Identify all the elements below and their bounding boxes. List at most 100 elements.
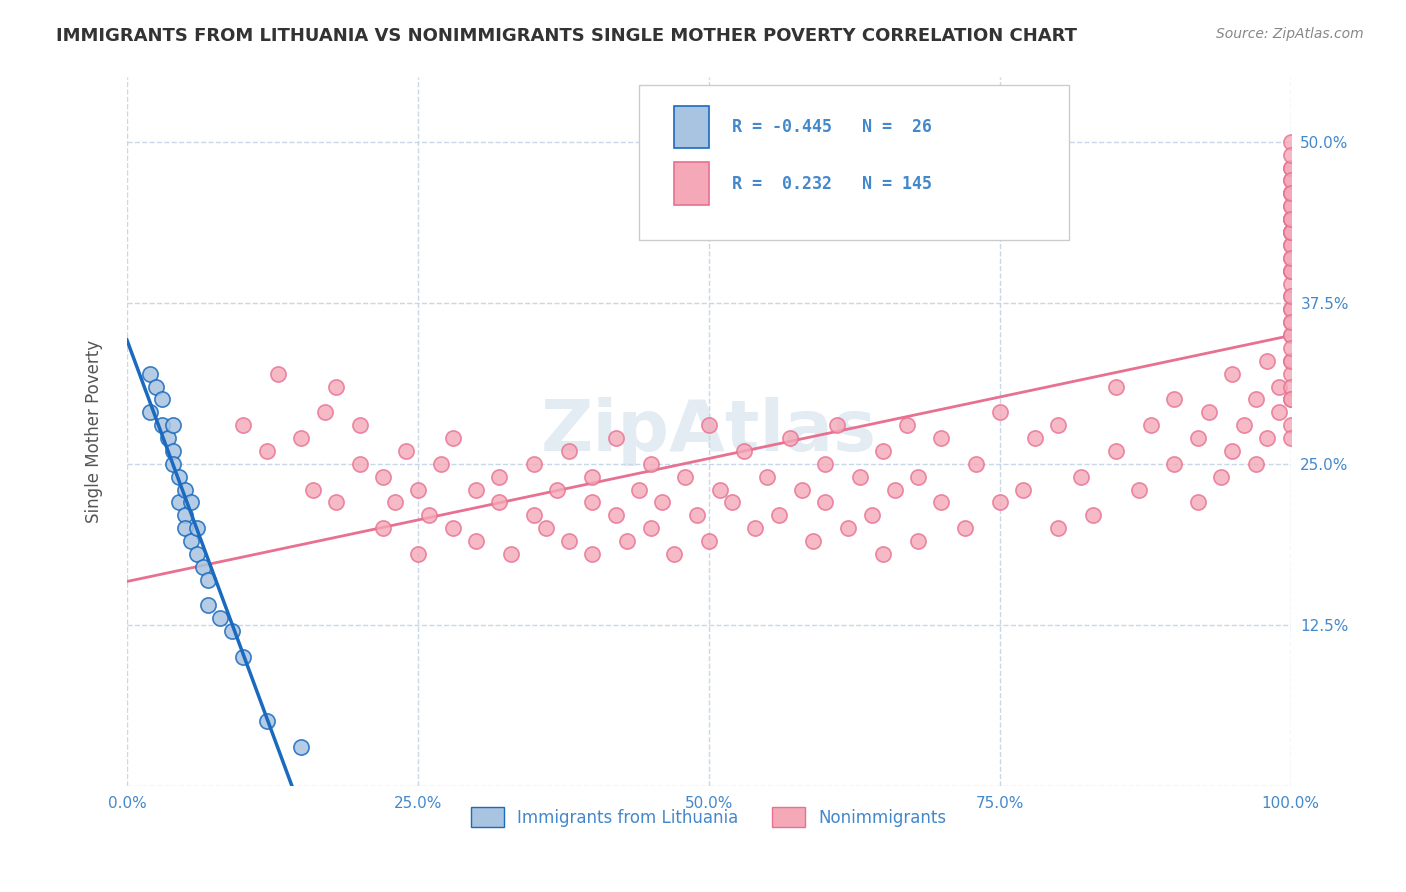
Point — [349, 418, 371, 433]
Point — [1279, 431, 1302, 445]
Point — [931, 431, 953, 445]
Point — [488, 469, 510, 483]
Bar — [673, 162, 709, 205]
Point — [675, 469, 697, 483]
Point — [709, 483, 731, 497]
Point — [1256, 431, 1278, 445]
Point — [150, 392, 173, 407]
Point — [314, 405, 336, 419]
Point — [371, 469, 394, 483]
Point — [1279, 328, 1302, 343]
Point — [1081, 508, 1104, 523]
Point — [1279, 263, 1302, 277]
Point — [1279, 186, 1302, 201]
Point — [325, 495, 347, 509]
Point — [150, 418, 173, 433]
Point — [180, 534, 202, 549]
Point — [221, 624, 243, 639]
Point — [139, 367, 162, 381]
Point — [1279, 135, 1302, 149]
Point — [267, 367, 290, 381]
Point — [1140, 418, 1163, 433]
Point — [872, 444, 894, 458]
Point — [1128, 483, 1150, 497]
Point — [1198, 405, 1220, 419]
Point — [1024, 431, 1046, 445]
Point — [208, 611, 231, 625]
Point — [581, 495, 603, 509]
Point — [1279, 212, 1302, 227]
Legend: Immigrants from Lithuania, Nonimmigrants: Immigrants from Lithuania, Nonimmigrants — [464, 800, 953, 834]
Point — [1279, 392, 1302, 407]
Point — [145, 379, 167, 393]
Point — [640, 457, 662, 471]
Point — [931, 495, 953, 509]
Point — [768, 508, 790, 523]
Point — [1279, 225, 1302, 239]
Point — [872, 547, 894, 561]
Point — [1209, 469, 1232, 483]
Point — [1105, 379, 1128, 393]
Point — [191, 559, 214, 574]
Point — [803, 534, 825, 549]
Point — [1256, 353, 1278, 368]
Point — [605, 431, 627, 445]
Point — [406, 547, 429, 561]
Point — [1187, 431, 1209, 445]
Point — [1268, 379, 1291, 393]
Point — [523, 508, 546, 523]
Point — [1279, 341, 1302, 355]
Point — [1279, 199, 1302, 213]
Point — [581, 469, 603, 483]
Point — [139, 405, 162, 419]
Point — [651, 495, 673, 509]
Point — [790, 483, 813, 497]
Point — [1233, 418, 1256, 433]
Point — [965, 457, 987, 471]
Point — [1279, 289, 1302, 303]
Point — [395, 444, 418, 458]
Text: R =  0.232   N = 145: R = 0.232 N = 145 — [733, 175, 932, 193]
Point — [1163, 392, 1185, 407]
Point — [907, 469, 929, 483]
Point — [465, 534, 488, 549]
Point — [755, 469, 778, 483]
Point — [384, 495, 406, 509]
Point — [499, 547, 522, 561]
Point — [1279, 302, 1302, 317]
Y-axis label: Single Mother Poverty: Single Mother Poverty — [86, 340, 103, 524]
Point — [814, 457, 837, 471]
Point — [290, 431, 312, 445]
Point — [1279, 212, 1302, 227]
Point — [1279, 147, 1302, 161]
Point — [988, 495, 1011, 509]
Bar — [673, 106, 709, 148]
Point — [169, 495, 191, 509]
Point — [605, 508, 627, 523]
Point — [349, 457, 371, 471]
Point — [1279, 353, 1302, 368]
Point — [1222, 367, 1244, 381]
Point — [1279, 263, 1302, 277]
Point — [1279, 238, 1302, 252]
Point — [1070, 469, 1092, 483]
Point — [174, 483, 197, 497]
Point — [1244, 457, 1267, 471]
Point — [1279, 199, 1302, 213]
Point — [162, 444, 184, 458]
Point — [1279, 277, 1302, 291]
Point — [1279, 212, 1302, 227]
Point — [1279, 225, 1302, 239]
Point — [837, 521, 859, 535]
Point — [1279, 186, 1302, 201]
Point — [186, 547, 208, 561]
Point — [558, 444, 581, 458]
Point — [686, 508, 709, 523]
Point — [896, 418, 918, 433]
Text: ZipAtlas: ZipAtlas — [541, 397, 877, 467]
Point — [640, 521, 662, 535]
Point — [1105, 444, 1128, 458]
Point — [186, 521, 208, 535]
Point — [814, 495, 837, 509]
Point — [1279, 302, 1302, 317]
